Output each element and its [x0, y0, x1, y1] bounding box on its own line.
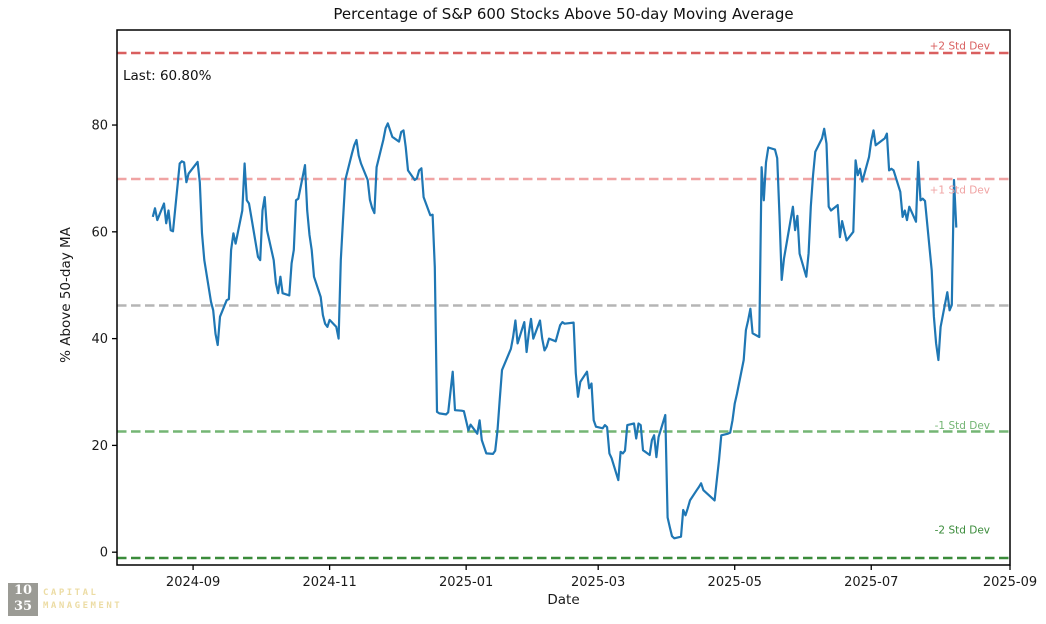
- y-tick-label: 40: [91, 332, 108, 347]
- logo-1035-mark: 10 35: [8, 583, 38, 616]
- y-tick-label: 0: [100, 546, 108, 561]
- x-tick-label: 2025-07: [844, 575, 898, 590]
- y-tick-label: 80: [91, 119, 108, 134]
- logo-word-management: MANAGEMENT: [43, 601, 123, 611]
- logo-wordmark: CAPITAL MANAGEMENT: [43, 583, 122, 616]
- logo-word-capital: CAPITAL: [43, 588, 99, 598]
- x-tick-label: 2025-01: [439, 575, 493, 590]
- plot-frame: [116, 29, 1011, 566]
- x-tick-label: 2024-11: [302, 575, 356, 590]
- y-axis-label: % Above 50-day MA: [58, 226, 74, 363]
- logo-number-bottom: 35: [13, 599, 33, 614]
- hline-label-plus-2-std-dev: +2 Std Dev: [930, 40, 990, 52]
- hline-label-minus-1-std-dev: -1 Std Dev: [935, 420, 990, 432]
- x-tick-label: 2025-05: [708, 575, 762, 590]
- chart-title: Percentage of S&P 600 Stocks Above 50-da…: [333, 5, 793, 23]
- y-tick-label: 60: [91, 225, 108, 240]
- hline-label-minus-2-std-dev: -2 Std Dev: [935, 525, 990, 537]
- brand-logo: 10 35 CAPITAL MANAGEMENT: [8, 583, 122, 616]
- x-tick-label: 2025-03: [571, 575, 625, 590]
- x-axis-label: Date: [547, 592, 579, 608]
- hline-label-plus-1-std-dev: +1 Std Dev: [930, 184, 990, 196]
- breadth-line: [151, 122, 958, 540]
- last-value-annotation: Last: 60.80%: [123, 68, 212, 84]
- x-tick-label: 2024-09: [166, 575, 220, 590]
- y-tick-label: 20: [91, 439, 108, 454]
- logo-number-top: 10: [13, 583, 33, 598]
- x-tick-label: 2025-09: [983, 575, 1037, 590]
